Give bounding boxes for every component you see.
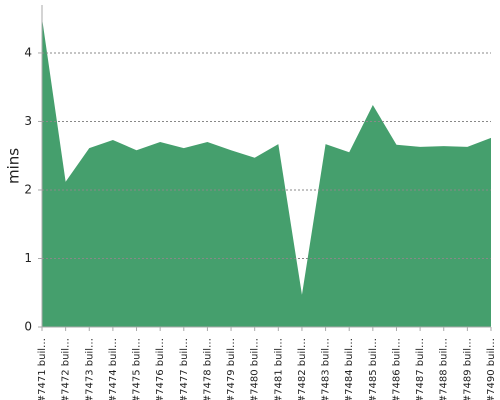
x-tick-label: #7477 buil… xyxy=(179,338,190,400)
x-tick-label: #7485 buil… xyxy=(368,338,379,400)
y-axis-label: mins xyxy=(5,148,23,184)
x-tick-label: #7476 buil… xyxy=(155,338,166,400)
x-tick-label: #7484 buil… xyxy=(344,338,355,400)
x-tick-label: #7483 buil… xyxy=(321,338,332,400)
x-tick-label: #7478 buil… xyxy=(202,338,213,400)
y-tick-label: 2 xyxy=(24,182,32,196)
x-tick-label: #7471 buil… xyxy=(37,338,48,400)
y-tick-label: 4 xyxy=(24,45,32,59)
x-tick-label: #7475 buil… xyxy=(132,338,143,400)
y-tick-label: 3 xyxy=(24,114,32,128)
x-tick-label: #7482 buil… xyxy=(297,338,308,400)
x-tick-label: #7489 buil… xyxy=(462,338,473,400)
x-tick-label: #7480 buil… xyxy=(250,338,261,400)
x-tick-label: #7481 buil… xyxy=(273,338,284,400)
x-tick-label: #7490 buil… xyxy=(486,338,497,400)
x-tick-label: #7474 buil… xyxy=(108,338,119,400)
x-tick-label: #7486 buil… xyxy=(391,338,402,400)
x-tick-label: #7473 buil… xyxy=(84,338,95,400)
area xyxy=(42,18,491,327)
y-tick-label: 1 xyxy=(24,251,32,265)
y-tick-label: 0 xyxy=(24,320,32,334)
x-tick-label: #7487 buil… xyxy=(415,338,426,400)
x-tick-label: #7472 buil… xyxy=(61,338,72,400)
x-tick-label: #7479 buil… xyxy=(226,338,237,400)
x-tick-label: #7488 buil… xyxy=(439,338,450,400)
